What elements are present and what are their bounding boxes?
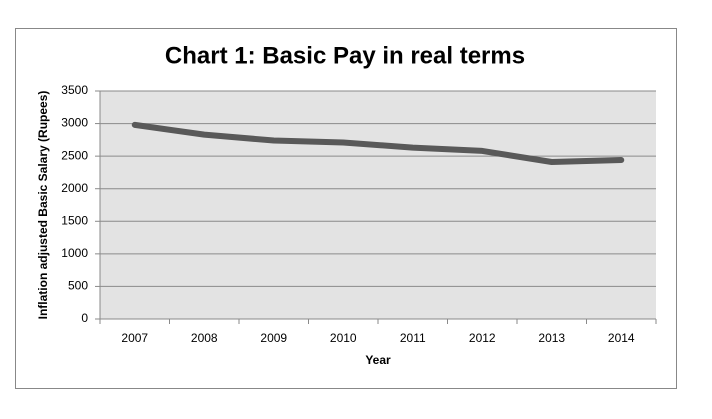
x-tick-label: 2009 (260, 331, 287, 345)
y-tick-label: 1000 (61, 246, 88, 260)
x-tick-label: 2010 (330, 331, 357, 345)
x-tick-label: 2012 (469, 331, 496, 345)
x-tick-label: 2007 (121, 331, 148, 345)
plot-area (100, 91, 656, 319)
y-tick-label: 3000 (61, 116, 88, 130)
x-tick-label: 2013 (538, 331, 565, 345)
data-line (131, 121, 625, 166)
y-tick-label: 0 (81, 311, 88, 325)
y-tick-label: 1500 (61, 213, 88, 227)
x-tick-label: 2011 (400, 331, 426, 345)
y-axis-label: Inflation adjusted Basic Salary (Rupees) (36, 91, 50, 320)
y-tick-label: 2000 (61, 181, 88, 195)
y-tick-label: 2500 (61, 148, 88, 162)
y-tick-label: 500 (68, 279, 88, 293)
x-tick-label: 2008 (191, 331, 218, 345)
x-tick-label: 2014 (608, 331, 635, 345)
chart-title: Chart 1: Basic Pay in real terms (165, 42, 525, 69)
x-axis-label: Year (365, 353, 391, 367)
y-tick-label: 3500 (61, 83, 88, 97)
